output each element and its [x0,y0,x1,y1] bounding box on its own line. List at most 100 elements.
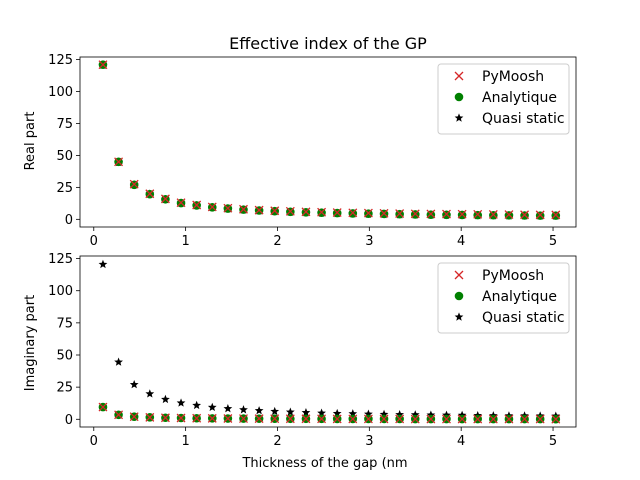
bottom-y-tick-label: 50 [56,349,73,364]
pymoosh-point [504,414,514,424]
bottom-x-tick-label: 1 [181,434,189,449]
quasi-static-point [348,409,358,418]
pymoosh-point [98,402,108,412]
pymoosh-point [473,414,483,424]
pymoosh-point [457,414,467,424]
top-x-tick-label: 0 [90,234,98,249]
quasi-static-point [176,398,186,407]
top-legend-marker-pymoosh [454,71,464,81]
pymoosh-point [332,208,342,218]
x-axis-label: Thickness of the gap (nm [241,456,407,471]
pymoosh-point [535,210,545,220]
top-legend-label-quasi-static: Quasi static [482,111,565,127]
bottom-x-tick-label: 3 [365,434,373,449]
quasi-static-point [161,394,170,404]
pymoosh-point [129,412,139,422]
top-legend-box [437,63,570,135]
pymoosh-point [520,414,530,424]
pymoosh-point [223,414,233,423]
real-part-plot: 0 1 2 3 4 50255075100125PyMooshAnalytiqueQuas… [48,53,577,249]
bottom-legend-label-analytique: Analytique [482,289,557,305]
pymoosh-point [285,206,295,216]
quasi-static-point [285,407,295,416]
pymoosh-point [160,413,170,423]
quasi-static-point [223,404,233,413]
quasi-static-point [301,408,311,417]
bottom-legend-marker-analytique [454,291,464,301]
chart-title: Effective index of the GP [229,34,427,53]
pymoosh-point [426,209,436,219]
pymoosh-point [270,414,280,424]
pymoosh-point [457,209,467,219]
top-x-tick-label: 5 [549,234,557,249]
quasi-static-point [207,402,217,412]
top-y-tick-label: 100 [48,85,73,100]
quasi-static-point [254,406,264,415]
pymoosh-point [348,208,358,218]
pymoosh-point [348,414,358,424]
quasi-static-point [129,379,139,389]
bottom-y-tick-label: 75 [56,316,73,331]
top-legend-label-analytique: Analytique [482,90,557,106]
pymoosh-point [504,210,514,220]
pymoosh-point [145,189,155,199]
pymoosh-point [363,208,373,218]
quasi-static-point [317,408,326,417]
pymoosh-point [426,414,436,424]
pymoosh-point [442,209,451,219]
pymoosh-point [332,414,342,424]
quasi-static-point [426,410,436,419]
bottom-legend-marker-pymoosh [454,270,464,280]
top-y-tick-label: 125 [48,53,73,68]
pymoosh-point [442,414,451,424]
pymoosh-point [254,205,264,215]
pymoosh-point [129,179,139,189]
top-y-axis-label: Real part [23,112,38,171]
pymoosh-point [192,413,202,423]
quasi-static-point [145,389,155,398]
pymoosh-point [363,414,373,424]
pymoosh-point [223,203,233,213]
pymoosh-point [301,207,311,217]
pymoosh-point [207,202,217,212]
pymoosh-point [488,414,498,424]
bottom-y-tick-label: 125 [48,252,73,267]
pymoosh-point [254,414,264,424]
top-y-tick-label: 25 [56,181,73,196]
pymoosh-point [395,414,405,424]
pymoosh-point [488,210,498,219]
pymoosh-point [317,207,327,217]
pymoosh-point [520,210,530,220]
pymoosh-point [98,60,108,70]
pymoosh-point [145,412,155,422]
bottom-legend-box [437,262,570,334]
bottom-x-tick-label: 5 [549,434,557,449]
bottom-x-tick-label: 0 [90,434,98,449]
top-legend-label-pymoosh: PyMoosh [482,69,544,85]
bottom-legend: PyMoosh Analytique Quasi static [437,262,570,334]
bottom-x-tick-label: 2 [273,434,281,449]
quasi-static-point [379,409,389,419]
top-series-pymoosh [98,60,561,220]
top-y-tick-label: 50 [56,149,73,164]
pymoosh-point [207,413,217,423]
quasi-static-point [239,405,248,414]
bottom-y-tick-label: 100 [48,284,73,299]
pymoosh-point [551,210,561,220]
quasi-static-point [270,406,280,416]
pymoosh-point [379,414,389,424]
bottom-y-axis-label: Imaginary part [23,295,38,391]
quasi-static-point [364,409,373,418]
pymoosh-point [239,414,248,424]
quasi-static-point [114,357,123,366]
pymoosh-point [379,208,389,218]
pymoosh-point [395,209,405,219]
bottom-axes-frame [79,255,577,428]
imaginary-part-plot: 0 1 2 3 4 50255075100125PyMooshAnalytiqueQuas… [48,252,577,449]
quasi-static-point [192,400,202,410]
pymoosh-point [410,209,420,219]
quasi-static-point [98,259,108,269]
pymoosh-point [114,410,124,420]
pymoosh-point [535,414,545,424]
